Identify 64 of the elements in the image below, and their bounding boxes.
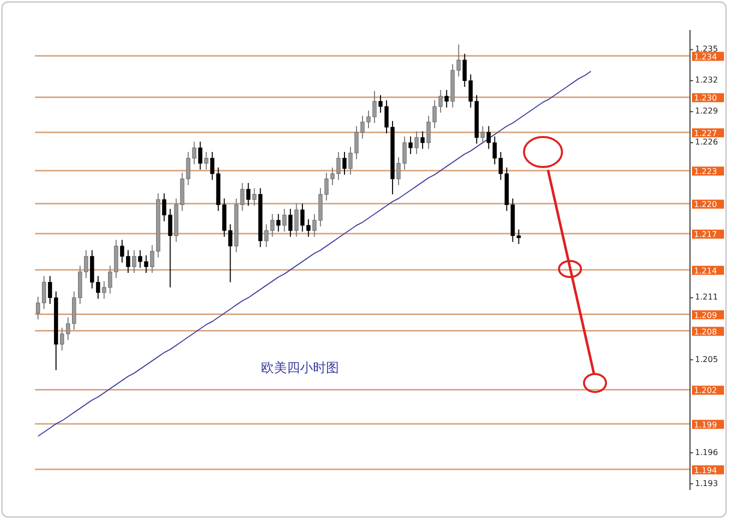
- ref-line-label: 1.199: [694, 420, 717, 430]
- ref-line-label: 1.202: [694, 386, 717, 396]
- candlestick: [282, 208, 286, 232]
- candlestick: [480, 126, 485, 144]
- ref-line-label: 1.214: [694, 266, 717, 276]
- candlestick: [336, 151, 341, 180]
- candlestick: [300, 203, 304, 232]
- candlestick: [84, 250, 88, 279]
- ref-line-label: 1.230: [694, 94, 717, 103]
- candlestick: [402, 136, 407, 170]
- candlestick: [330, 166, 335, 186]
- ref-line-label: 1.220: [694, 200, 717, 210]
- ref-line-label: 1.234: [694, 52, 717, 62]
- candlestick: [132, 250, 136, 274]
- candlestick: [438, 89, 443, 114]
- candlestick: [108, 265, 112, 294]
- ref-line-label: 1.217: [694, 230, 717, 240]
- candlestick: [204, 151, 208, 170]
- y-tick-label: 1.232: [695, 76, 718, 85]
- candlestick: [378, 94, 383, 114]
- y-tick-label: 1.193: [695, 478, 718, 488]
- y-tick-label: 1.235: [695, 44, 718, 54]
- candlestick: [36, 296, 40, 320]
- y-tick-label: 1.211: [695, 292, 718, 302]
- candlestick: [444, 89, 449, 108]
- annotation: 欧美四小时图: [261, 360, 339, 376]
- ref-line-label: 1.209: [694, 310, 717, 320]
- candlestick: [360, 115, 365, 140]
- candlestick: [276, 214, 280, 232]
- candlestick: [42, 276, 46, 310]
- candlestick: [246, 182, 250, 206]
- y-tick-label: 1.229: [695, 106, 718, 116]
- candlestick: [342, 151, 347, 176]
- candlestick: [396, 156, 401, 186]
- candlestick: [102, 280, 106, 300]
- candlestick: [372, 90, 377, 124]
- candlestick: [426, 115, 431, 150]
- candlestick: [306, 218, 310, 238]
- candlestick: [288, 208, 292, 238]
- candlestick: [366, 110, 371, 129]
- ref-line-label: 1.194: [694, 466, 717, 475]
- candlestick: [354, 126, 359, 160]
- candlestick: [348, 146, 353, 176]
- ref-line-label: 1.227: [694, 128, 717, 138]
- y-tick-label: 1.226: [695, 138, 718, 147]
- candlestick: [384, 100, 389, 134]
- candlestick: [96, 276, 100, 300]
- candlestick: [414, 130, 419, 155]
- ref-line-label: 1.223: [694, 167, 717, 176]
- candlestick: [252, 188, 256, 206]
- y-tick-label: 1.196: [695, 448, 718, 457]
- candlestick: [312, 214, 316, 238]
- candlestick: [66, 316, 70, 341]
- candlestick: [60, 327, 64, 351]
- candlestick: [432, 100, 437, 129]
- candlestick: [48, 276, 52, 304]
- candlestick: [324, 172, 328, 202]
- line-series: [38, 70, 592, 437]
- candlestick: [294, 203, 298, 238]
- y-tick-label: 1.205: [695, 354, 718, 364]
- candlestick: [420, 130, 425, 150]
- ref-line-label: 1.208: [694, 327, 717, 336]
- candlestick: [408, 136, 413, 155]
- candlestick: [198, 141, 202, 170]
